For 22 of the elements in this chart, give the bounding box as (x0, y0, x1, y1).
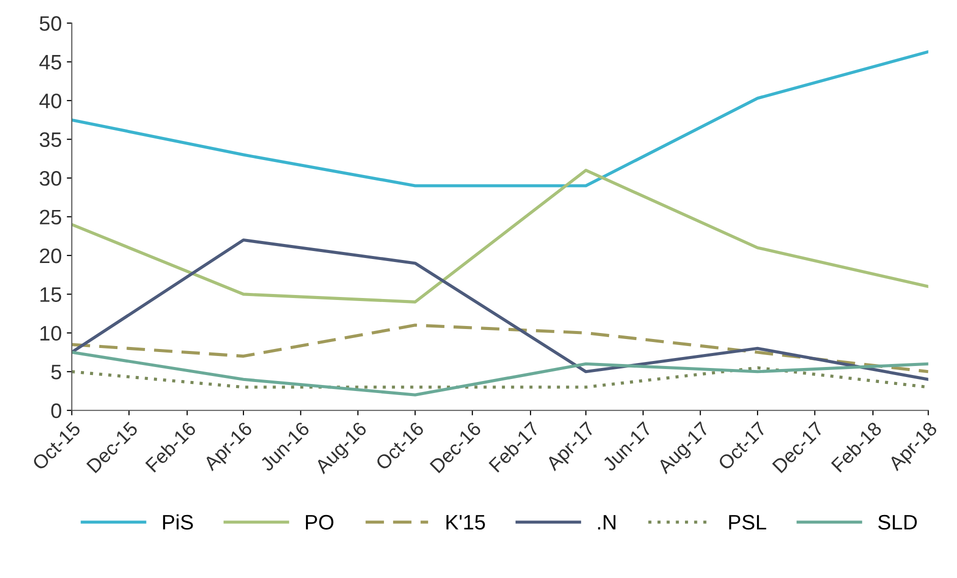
y-tick-label: 15 (40, 287, 62, 302)
line-series (72, 324, 928, 374)
line-series (72, 50, 928, 188)
y-tick-label: 45 (39, 55, 62, 70)
legend-label: PSL (729, 514, 766, 530)
y-tick-label: 25 (40, 210, 62, 225)
legend-label: PiS (163, 514, 193, 530)
y-tick-label: 40 (39, 94, 62, 108)
y-tick-label: 35 (40, 132, 62, 148)
y-tick-label: 5 (51, 364, 62, 380)
legend-label: PO (306, 514, 334, 530)
y-tick-label: 0 (51, 403, 62, 418)
legend-label: SLD (878, 514, 917, 530)
legend-label: K'15 (446, 515, 485, 530)
line-series (72, 238, 928, 381)
y-tick-label: 30 (40, 171, 62, 186)
legend-label: .N (598, 515, 616, 530)
line-series (72, 350, 928, 396)
y-tick-label: 10 (40, 326, 62, 341)
line-series (72, 168, 928, 304)
y-tick-label: 50 (40, 16, 62, 31)
y-tick-label: 20 (40, 248, 62, 264)
